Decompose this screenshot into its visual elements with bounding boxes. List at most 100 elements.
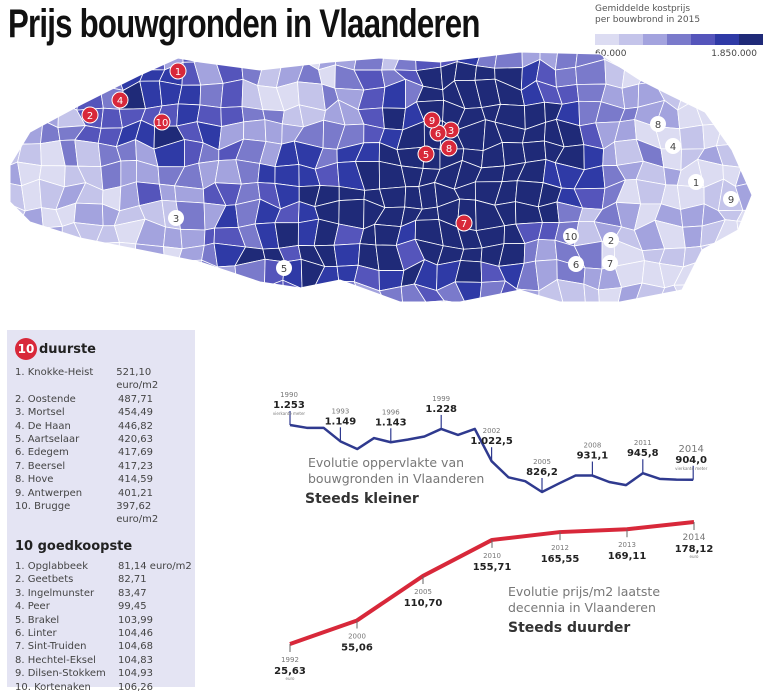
municipality-area bbox=[756, 325, 763, 330]
municipality-area bbox=[179, 283, 201, 299]
municipality-area bbox=[523, 306, 541, 330]
municipality-area bbox=[204, 228, 214, 245]
municipality-area bbox=[216, 283, 237, 301]
municipality-area bbox=[497, 305, 524, 330]
municipality-area bbox=[158, 281, 185, 305]
municipality-area bbox=[655, 64, 684, 91]
municipality-area bbox=[535, 239, 556, 261]
municipality-area bbox=[555, 67, 577, 87]
svg-text:2005: 2005 bbox=[533, 458, 551, 466]
municipality-area bbox=[383, 108, 406, 130]
municipality-area bbox=[460, 248, 482, 262]
municipality-area bbox=[14, 261, 45, 290]
municipality-area bbox=[19, 99, 43, 126]
chart2-subtitle-1: Evolutie prijs/m2 laatste bbox=[508, 584, 660, 599]
municipality-area bbox=[758, 43, 763, 66]
municipality-area bbox=[694, 321, 723, 330]
municipality-area bbox=[756, 63, 763, 87]
municipality-area bbox=[265, 120, 282, 144]
municipality-area bbox=[80, 305, 100, 324]
svg-text:10: 10 bbox=[565, 232, 578, 243]
municipality-area bbox=[394, 42, 416, 70]
municipality-area bbox=[622, 84, 639, 109]
expensive-marker: 10 bbox=[154, 114, 170, 130]
price-value: 104,83 bbox=[118, 654, 153, 667]
municipality-name: 7. Sint-Truiden bbox=[15, 640, 118, 653]
svg-text:2011: 2011 bbox=[634, 439, 652, 447]
svg-text:1993: 1993 bbox=[331, 407, 349, 415]
municipality-area bbox=[58, 46, 83, 62]
cheap-marker: 9 bbox=[723, 191, 739, 207]
municipality-name: 2. Geetbets bbox=[15, 573, 118, 586]
municipality-area bbox=[716, 266, 745, 287]
municipality-area bbox=[74, 244, 102, 267]
municipality-name: 4. Peer bbox=[15, 600, 118, 613]
municipality-area bbox=[655, 304, 684, 328]
municipality-name: 2. Oostende bbox=[15, 393, 118, 406]
municipality-area bbox=[196, 283, 219, 300]
municipality-area bbox=[18, 289, 45, 308]
municipality-area bbox=[402, 327, 421, 330]
cheap-marker: 1 bbox=[688, 174, 704, 190]
municipality-area bbox=[621, 322, 643, 330]
chart1-subtitle-1: Evolutie oppervlakte van bbox=[308, 455, 464, 470]
svg-text:1990: 1990 bbox=[280, 391, 298, 399]
municipality-area bbox=[695, 259, 719, 287]
municipality-area bbox=[155, 320, 179, 330]
expensive-marker: 5 bbox=[418, 146, 434, 162]
municipality-area bbox=[716, 124, 741, 146]
municipality-area bbox=[275, 223, 298, 249]
municipality-area bbox=[134, 244, 164, 269]
municipality-area bbox=[701, 243, 716, 269]
municipality-area bbox=[554, 321, 581, 330]
svg-text:4: 4 bbox=[670, 142, 676, 153]
municipality-area bbox=[721, 321, 745, 330]
municipality-area bbox=[201, 322, 223, 330]
municipality-area bbox=[178, 85, 201, 105]
municipality-area bbox=[119, 269, 142, 287]
municipality-area bbox=[759, 285, 763, 307]
svg-text:55,06: 55,06 bbox=[341, 642, 373, 653]
svg-text:8: 8 bbox=[446, 144, 452, 155]
svg-text:3: 3 bbox=[448, 126, 454, 137]
svg-text:1.143: 1.143 bbox=[375, 417, 407, 428]
municipality-area bbox=[695, 285, 719, 309]
municipality-area bbox=[482, 324, 498, 330]
municipality-area bbox=[235, 283, 265, 307]
svg-text:vierkante meter: vierkante meter bbox=[273, 411, 306, 416]
municipality-area bbox=[496, 324, 524, 330]
municipality-area bbox=[75, 140, 101, 167]
svg-text:2013: 2013 bbox=[618, 541, 636, 549]
svg-text:1.149: 1.149 bbox=[325, 416, 357, 427]
municipality-area bbox=[244, 120, 266, 142]
municipality-area bbox=[2, 100, 24, 126]
municipality-area bbox=[680, 125, 705, 149]
municipality-area bbox=[694, 301, 720, 327]
municipality-area bbox=[282, 321, 304, 330]
municipality-area bbox=[757, 180, 763, 210]
municipality-area bbox=[621, 42, 646, 71]
municipality-area bbox=[116, 42, 145, 70]
municipality-area bbox=[618, 303, 643, 329]
municipality-area bbox=[734, 321, 763, 330]
svg-text:9: 9 bbox=[728, 195, 734, 206]
municipality-area bbox=[403, 302, 426, 328]
svg-text:931,1: 931,1 bbox=[577, 451, 609, 462]
svg-text:2014: 2014 bbox=[678, 444, 703, 455]
price-value: 104,93 bbox=[118, 667, 153, 680]
municipality-area bbox=[219, 300, 236, 324]
price-value: 83,47 bbox=[118, 587, 147, 600]
municipality-area bbox=[380, 301, 403, 326]
municipality-area bbox=[495, 43, 523, 68]
municipality-area bbox=[54, 247, 85, 264]
municipality-area bbox=[0, 83, 26, 103]
